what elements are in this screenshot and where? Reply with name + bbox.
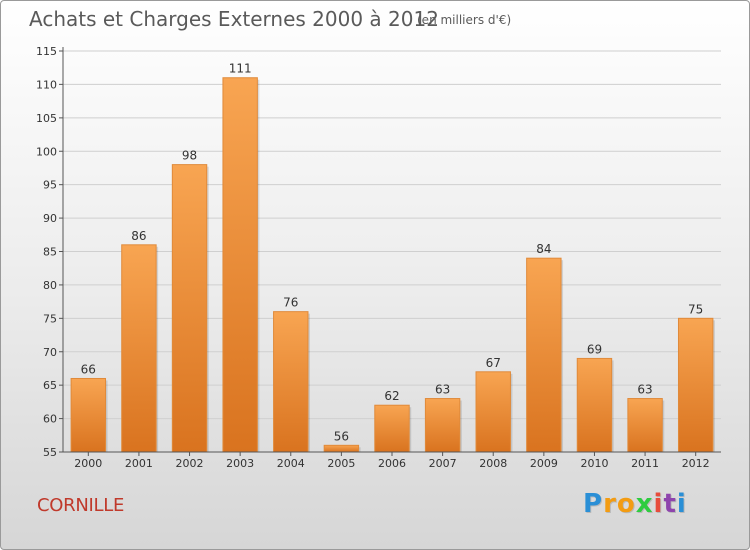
y-tick-label: 70 <box>43 346 57 359</box>
bar-value-label: 63 <box>435 383 450 397</box>
x-tick-label: 2007 <box>429 457 457 470</box>
bar-value-label: 76 <box>283 296 298 310</box>
bar-value-label: 84 <box>536 242 551 256</box>
y-tick-label: 75 <box>43 312 57 325</box>
bar-2012[interactable] <box>677 317 714 453</box>
bar-value-label: 69 <box>587 342 602 356</box>
bar-2011[interactable] <box>627 398 663 453</box>
y-tick-label: 85 <box>43 246 57 259</box>
bar-value-label: 86 <box>131 229 146 243</box>
bar-value-label: 63 <box>637 383 652 397</box>
logo-letter: r <box>603 489 617 519</box>
bar-value-label: 111 <box>229 62 252 76</box>
bar-2003[interactable] <box>222 77 258 453</box>
y-tick-label: 105 <box>36 112 57 125</box>
x-tick-label: 2012 <box>682 457 710 470</box>
bar-2009[interactable] <box>526 257 562 453</box>
y-tick-label: 110 <box>36 78 57 91</box>
y-tick-label: 95 <box>43 179 57 192</box>
bar-value-label: 62 <box>384 389 399 403</box>
x-tick-label: 2000 <box>74 457 102 470</box>
chart-title: Achats et Charges Externes 2000 à 2012 <box>29 7 439 31</box>
bar-value-label: 75 <box>688 302 703 316</box>
proxiti-logo[interactable]: Proxiti <box>583 489 687 519</box>
logo-letter: i <box>653 489 664 519</box>
bar-value-label: 67 <box>486 356 501 370</box>
x-tick-label: 2005 <box>327 457 355 470</box>
logo-letter: i <box>676 489 687 519</box>
bar-value-label: 98 <box>182 149 197 163</box>
bar-2004[interactable] <box>273 311 309 453</box>
bar-2001[interactable] <box>121 244 157 453</box>
logo-letter: t <box>663 489 677 519</box>
bar-value-label: 66 <box>81 362 96 376</box>
y-tick-label: 115 <box>36 45 57 58</box>
logo-letter: o <box>616 489 636 519</box>
logo-letter: P <box>583 489 604 519</box>
x-tick-label: 2006 <box>378 457 406 470</box>
bar-2007[interactable] <box>424 398 461 453</box>
bars: 66 86 98 111 76 56 62 63 67 84 69 63 75 <box>70 62 715 453</box>
x-tick-label: 2004 <box>277 457 305 470</box>
x-tick-label: 2010 <box>580 457 608 470</box>
bar-2000[interactable] <box>70 377 107 453</box>
y-tick-label: 60 <box>43 413 57 426</box>
logo-letter: x <box>635 489 654 519</box>
x-tick-label: 2002 <box>176 457 204 470</box>
place-name: CORNILLE <box>37 495 125 516</box>
bar-value-label: 56 <box>334 429 349 443</box>
y-tick-label: 80 <box>43 279 57 292</box>
bar-2005[interactable] <box>323 444 360 453</box>
bar-2008[interactable] <box>475 371 511 453</box>
y-tick-label: 65 <box>43 379 57 392</box>
bar-2002[interactable] <box>171 164 208 453</box>
y-tick-label: 90 <box>43 212 57 225</box>
x-tick-label: 2001 <box>125 457 153 470</box>
y-tick-label: 55 <box>43 446 57 459</box>
y-tick-label: 100 <box>36 145 57 158</box>
x-tick-label: 2003 <box>226 457 254 470</box>
x-tick-label: 2009 <box>530 457 558 470</box>
axes: 55 60 65 70 75 80 85 90 95 100 105 110 115 2000 2001 20… <box>36 45 721 470</box>
bar-2006[interactable] <box>374 404 410 453</box>
x-tick-label: 2008 <box>479 457 507 470</box>
x-tick-label: 2011 <box>631 457 659 470</box>
bar-2010[interactable] <box>576 357 613 453</box>
chart-unit: (en milliers d'€) <box>417 13 512 27</box>
